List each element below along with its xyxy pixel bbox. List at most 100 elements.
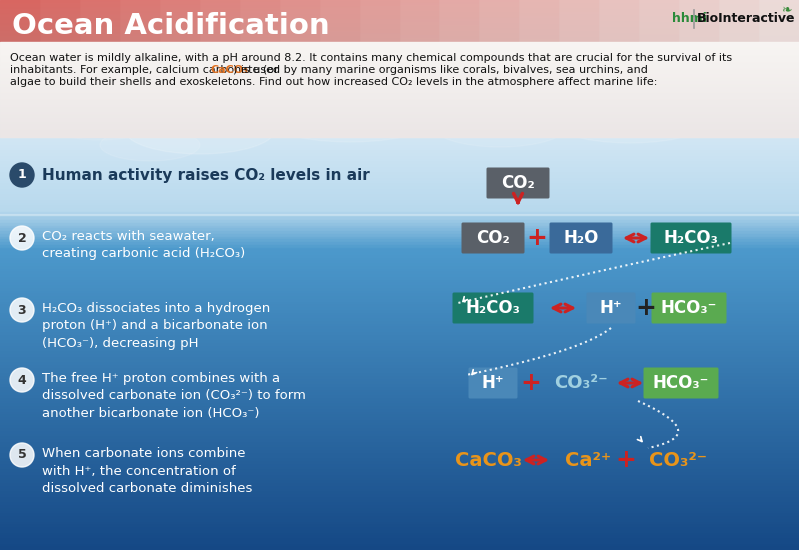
Bar <box>320 13 360 14</box>
Bar <box>280 38 320 39</box>
Bar <box>639 41 679 42</box>
Bar <box>0 55 799 56</box>
Bar <box>719 0 759 1</box>
Bar <box>0 105 799 106</box>
Bar <box>120 28 160 29</box>
Text: CO₂ reacts with seawater,
creating carbonic acid (H₂CO₃): CO₂ reacts with seawater, creating carbo… <box>42 230 245 261</box>
Bar <box>0 220 799 223</box>
Bar <box>519 23 559 24</box>
Text: 4: 4 <box>18 373 26 387</box>
Bar <box>0 206 799 209</box>
Bar <box>0 6 40 7</box>
Bar <box>200 36 240 37</box>
Bar <box>479 16 519 17</box>
Bar <box>519 7 559 8</box>
Bar <box>679 18 719 19</box>
Bar <box>559 29 599 30</box>
Bar <box>479 41 519 42</box>
Bar <box>120 18 160 19</box>
Bar <box>559 15 599 16</box>
Bar <box>0 34 40 35</box>
Bar <box>360 21 400 22</box>
Bar <box>0 28 799 30</box>
Bar <box>0 432 799 434</box>
Bar <box>400 28 439 29</box>
Bar <box>0 187 799 190</box>
Bar <box>519 16 559 17</box>
Bar <box>599 21 639 22</box>
Bar <box>280 12 320 13</box>
Bar <box>0 517 799 520</box>
Bar <box>0 302 799 305</box>
Bar <box>320 26 360 27</box>
Bar <box>160 8 200 9</box>
Bar <box>400 2 439 3</box>
Bar <box>759 36 799 37</box>
Bar <box>0 115 799 116</box>
Bar <box>519 24 559 25</box>
Bar <box>0 121 799 122</box>
Bar <box>759 4 799 5</box>
Bar <box>120 10 160 11</box>
Bar <box>0 311 799 313</box>
Bar <box>0 29 40 30</box>
Bar <box>80 39 120 40</box>
Bar <box>360 9 400 10</box>
Bar <box>0 506 799 509</box>
Bar <box>0 55 799 58</box>
Bar <box>0 49 799 50</box>
Bar <box>0 99 799 102</box>
Bar <box>559 0 599 1</box>
Bar <box>719 15 759 16</box>
Bar <box>559 36 599 37</box>
Text: CO₂: CO₂ <box>501 174 535 192</box>
Bar <box>519 12 559 13</box>
Bar <box>240 8 280 9</box>
Bar <box>0 190 799 192</box>
Bar <box>0 360 799 363</box>
Bar <box>0 539 799 542</box>
Bar <box>599 17 639 18</box>
Bar <box>360 38 400 39</box>
Bar <box>0 333 799 336</box>
Bar <box>0 418 799 421</box>
Bar <box>80 26 120 27</box>
Bar <box>320 4 360 5</box>
Bar <box>40 18 80 19</box>
Bar <box>360 19 400 20</box>
Bar <box>759 6 799 7</box>
Bar <box>360 29 400 30</box>
Bar <box>599 24 639 25</box>
Bar <box>280 15 320 16</box>
Bar <box>479 20 519 21</box>
Bar <box>0 358 799 360</box>
Bar <box>360 40 400 41</box>
Bar <box>40 36 80 37</box>
Bar <box>759 7 799 8</box>
Bar <box>120 32 160 33</box>
Bar <box>0 82 799 85</box>
Bar <box>0 1 40 2</box>
Bar <box>280 34 320 35</box>
Bar <box>439 11 479 12</box>
Bar <box>80 22 120 23</box>
Bar <box>0 91 799 94</box>
Bar <box>599 5 639 6</box>
Bar <box>0 11 40 12</box>
Text: H₂CO₃: H₂CO₃ <box>663 229 718 247</box>
Bar <box>599 15 639 16</box>
Bar <box>120 40 160 41</box>
Bar <box>0 10 40 11</box>
Bar <box>759 30 799 31</box>
Bar <box>0 498 799 500</box>
Text: H₂CO₃: H₂CO₃ <box>466 299 520 317</box>
Bar <box>360 11 400 12</box>
Bar <box>559 12 599 13</box>
Bar <box>0 270 799 272</box>
Bar <box>240 38 280 39</box>
Bar <box>0 99 799 100</box>
Bar <box>120 16 160 17</box>
Bar <box>559 6 599 7</box>
Bar <box>679 26 719 27</box>
Bar <box>0 16 799 19</box>
